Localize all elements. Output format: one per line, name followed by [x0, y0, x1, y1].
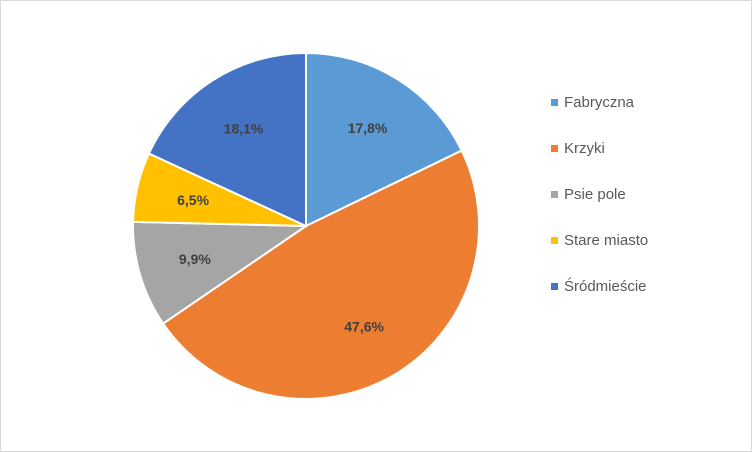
legend-item-stare-miasto: Stare miasto: [551, 229, 648, 252]
legend-label-krzyki: Krzyki: [564, 140, 605, 157]
legend-label-psie-pole: Psie pole: [564, 186, 626, 203]
legend-swatch-krzyki: [551, 145, 558, 152]
data-label-krzyki: 47,6%: [344, 318, 384, 334]
legend-item-srodmiescie: Śródmieście: [551, 275, 648, 298]
legend-label-stare-miasto: Stare miasto: [564, 232, 649, 249]
legend-item-fabryczna: Fabryczna: [551, 91, 648, 114]
legend-swatch-psie-pole: [551, 191, 558, 198]
pie-slice-psie-pole: [132, 220, 310, 325]
legend-swatch-fabryczna: [551, 99, 558, 106]
data-label-srodmiescie: 18,1%: [224, 120, 264, 136]
legend-label-srodmiescie: Śródmieście: [564, 278, 647, 295]
legend: Fabryczna Krzyki Psie pole Stare miasto …: [551, 91, 648, 321]
legend-swatch-srodmiescie: [551, 283, 558, 290]
pie-slice-fabryczna: [305, 51, 464, 228]
legend-swatch-stare-miasto: [551, 237, 558, 244]
data-label-fabryczna: 17,8%: [348, 120, 388, 136]
pie-slice-srodmiescie: [147, 51, 307, 228]
legend-item-krzyki: Krzyki: [551, 137, 648, 160]
legend-label-fabryczna: Fabryczna: [564, 94, 635, 111]
data-label-psie-pole: 9,9%: [179, 251, 211, 267]
legend-item-psie-pole: Psie pole: [551, 183, 648, 206]
pie-slice-krzyki: [161, 149, 480, 400]
data-label-stare-miasto: 6,5%: [177, 192, 209, 208]
